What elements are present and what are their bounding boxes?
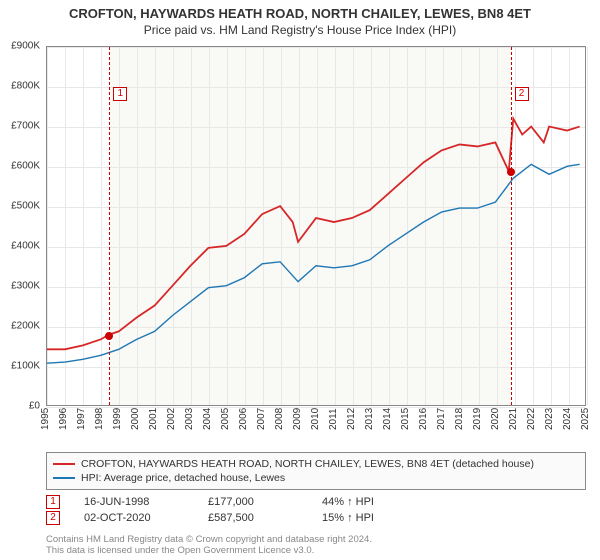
legend-label: HPI: Average price, detached house, Lewe… <box>81 472 285 484</box>
event-date: 02-OCT-2020 <box>84 512 184 524</box>
event-price: £177,000 <box>208 496 298 508</box>
series-property <box>47 119 580 350</box>
event-row: 2 02-OCT-2020 £587,500 15% ↑ HPI <box>46 510 586 526</box>
events-table: 1 16-JUN-1998 £177,000 44% ↑ HPI 2 02-OC… <box>46 494 586 526</box>
legend-item: CROFTON, HAYWARDS HEATH ROAD, NORTH CHAI… <box>53 457 579 471</box>
legend-item: HPI: Average price, detached house, Lewe… <box>53 471 579 485</box>
event-badge: 1 <box>46 495 60 509</box>
event-diff: 15% ↑ HPI <box>322 512 412 524</box>
legend-label: CROFTON, HAYWARDS HEATH ROAD, NORTH CHAI… <box>81 458 534 470</box>
chart-header: CROFTON, HAYWARDS HEATH ROAD, NORTH CHAI… <box>0 0 600 39</box>
legend-swatch <box>53 477 75 479</box>
footer-line-2: This data is licensed under the Open Gov… <box>46 545 586 556</box>
chart-svg <box>47 47 585 405</box>
y-axis-ticks: £0£100K£200K£300K£400K£500K£600K£700K£80… <box>0 46 44 406</box>
footer-attribution: Contains HM Land Registry data © Crown c… <box>46 534 586 557</box>
series-hpi <box>47 164 580 363</box>
chart-plot-area: 12 <box>46 46 586 406</box>
event-row: 1 16-JUN-1998 £177,000 44% ↑ HPI <box>46 494 586 510</box>
event-diff: 44% ↑ HPI <box>322 496 412 508</box>
footer-line-1: Contains HM Land Registry data © Crown c… <box>46 534 586 545</box>
title-line-2: Price paid vs. HM Land Registry's House … <box>0 21 600 37</box>
event-date: 16-JUN-1998 <box>84 496 184 508</box>
legend-swatch <box>53 463 75 465</box>
x-axis-ticks: 1995199619971998199920002001200220032004… <box>46 406 586 446</box>
container: CROFTON, HAYWARDS HEATH ROAD, NORTH CHAI… <box>0 0 600 560</box>
title-line-1: CROFTON, HAYWARDS HEATH ROAD, NORTH CHAI… <box>0 6 600 21</box>
legend: CROFTON, HAYWARDS HEATH ROAD, NORTH CHAI… <box>46 452 586 490</box>
event-price: £587,500 <box>208 512 298 524</box>
event-badge: 2 <box>46 511 60 525</box>
